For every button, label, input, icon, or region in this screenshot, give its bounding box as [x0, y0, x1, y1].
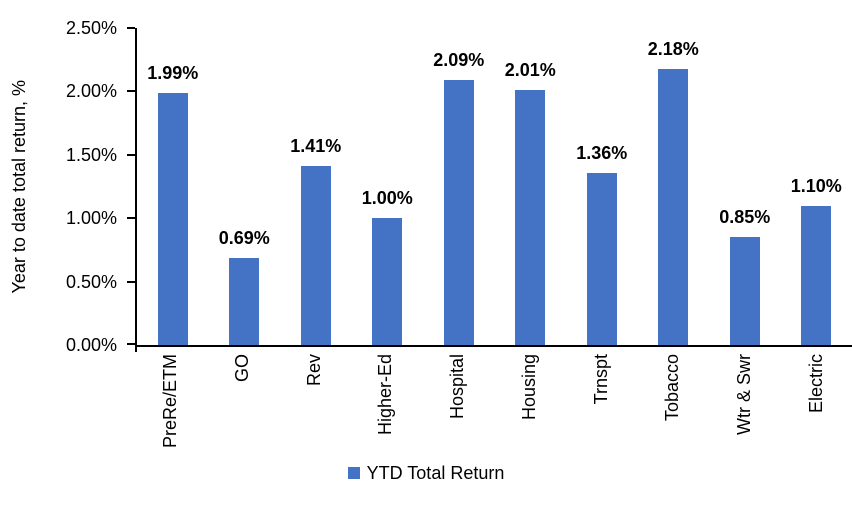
y-axis-tick-label: 2.50% — [65, 18, 117, 38]
x-axis-category-label: Housing — [518, 354, 539, 421]
x-label-slot: Hospital — [422, 354, 494, 462]
bar — [515, 90, 546, 345]
y-axis-title: Year to date total return, % — [8, 79, 29, 294]
y-axis-tick-mark — [127, 343, 135, 345]
x-axis-tick-stub — [135, 345, 137, 352]
bar-value-label: 1.00% — [361, 188, 413, 208]
bar — [229, 258, 260, 345]
bar-value-label: 0.85% — [719, 207, 771, 227]
x-label-slot: Higher-Ed — [350, 354, 422, 462]
x-label-slot: Housing — [494, 354, 566, 462]
bar-value-label: 2.18% — [647, 39, 699, 59]
bar-value-label: 0.69% — [218, 228, 270, 248]
y-axis-tick-label: 0.50% — [65, 271, 117, 292]
bar — [658, 69, 689, 345]
x-label-slot: GO — [207, 354, 279, 462]
plot-area: 1.99% 0.69% 1.41% 1.00% 2.09% 2.01% 1.36% 2.18%… — [127, 27, 852, 352]
y-axis-tick-mark — [127, 153, 135, 156]
bar — [372, 218, 403, 345]
x-label-slot: Electric — [780, 354, 852, 462]
x-label-slot: Trnspt — [565, 354, 637, 462]
legend-label: YTD Total Return — [366, 463, 505, 483]
bar-value-label: 1.41% — [290, 136, 342, 156]
x-label-slot: Wtr & Swr — [709, 354, 781, 462]
bar-slot: 1.99% — [137, 28, 209, 345]
bar-value-label: 1.10% — [790, 176, 842, 196]
x-label-slot: Tobacco — [637, 354, 709, 462]
bar-slot: 2.18% — [638, 28, 710, 345]
bar-value-label: 2.09% — [433, 50, 485, 70]
bar — [801, 206, 832, 345]
bar-slot: 1.41% — [280, 28, 352, 345]
y-axis-tick-mark — [127, 27, 135, 29]
x-label-slot: PreRe/ETM — [135, 354, 207, 462]
x-axis-category-label: PreRe/ETM — [160, 354, 181, 449]
bar-slot: 2.09% — [423, 28, 495, 345]
bar — [300, 166, 331, 345]
y-axis-tick-label: 0.00% — [65, 335, 117, 355]
bar — [729, 237, 760, 345]
y-axis-tick-label: 2.00% — [65, 81, 117, 102]
bar-slot: 0.69% — [209, 28, 281, 345]
x-axis-category-label: GO — [232, 354, 253, 383]
x-axis-category-label: Hospital — [447, 354, 468, 420]
y-axis-tick-mark — [127, 280, 135, 283]
x-label-slot: Rev — [278, 354, 350, 462]
x-axis-category-label: Tobacco — [662, 354, 683, 422]
legend: YTD Total Return — [0, 463, 852, 483]
bar-value-label: 1.36% — [576, 143, 628, 163]
y-axis-tick-mark — [127, 90, 135, 93]
bar-slot: 0.85% — [709, 28, 781, 345]
x-axis-category-label: Electric — [805, 354, 826, 414]
y-axis-title-container: Year to date total return, % — [2, 28, 36, 345]
x-axis-category-label: Rev — [303, 354, 324, 387]
bar-slot: 1.10% — [781, 28, 852, 345]
y-axis-tick-mark — [127, 217, 135, 220]
x-axis-category-label: Wtr & Swr — [733, 354, 754, 435]
x-axis-category-label: Higher-Ed — [375, 354, 396, 436]
x-axis-category-labels: PreRe/ETM GO Rev Higher-Ed Hospital Housing Tr… — [135, 354, 852, 462]
bar — [157, 93, 188, 345]
bar — [443, 80, 474, 345]
bar-slot: 1.36% — [566, 28, 638, 345]
bar-value-label: 1.99% — [147, 63, 199, 83]
bar-slot: 2.01% — [495, 28, 567, 345]
bar — [586, 173, 617, 345]
legend-swatch-icon — [347, 467, 360, 479]
x-axis-category-label: Trnspt — [590, 354, 611, 405]
bar-series: 1.99% 0.69% 1.41% 1.00% 2.09% 2.01% 1.36% 2.18%… — [137, 28, 852, 345]
bar-slot: 1.00% — [352, 28, 424, 345]
y-axis-tick-label: 1.00% — [65, 208, 117, 229]
y-axis-tick-label: 1.50% — [65, 144, 117, 165]
bar-value-label: 2.01% — [504, 60, 556, 80]
